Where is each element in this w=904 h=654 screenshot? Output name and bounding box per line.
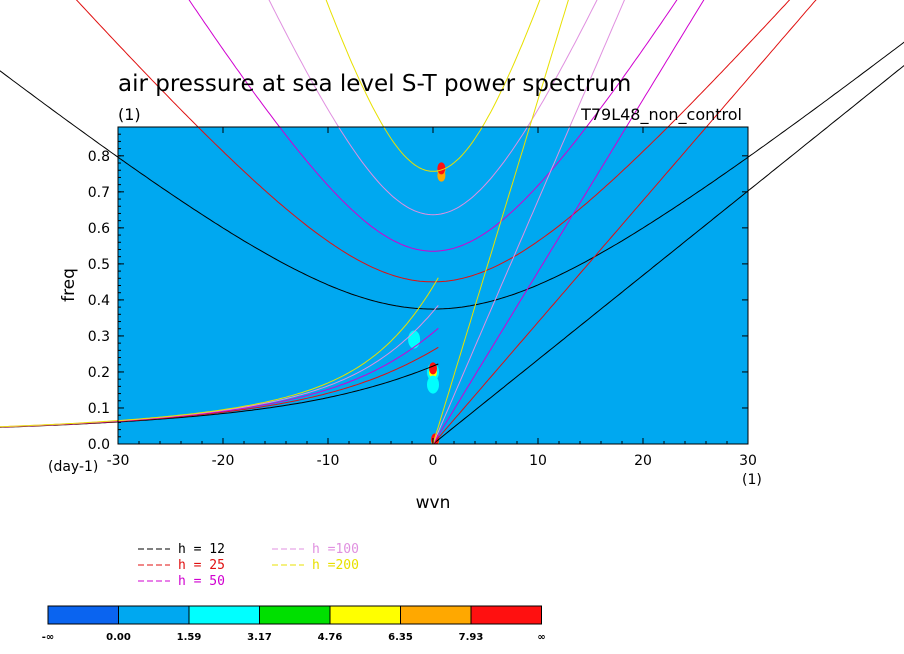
curve-ig1-h100: [268, 0, 598, 216]
chart-title: air pressure at sea level S-T power spec…: [118, 71, 631, 97]
colorbar-label: 1.59: [177, 632, 202, 643]
colorbar-label: 3.17: [247, 632, 272, 643]
power-blob-6: [427, 375, 439, 394]
legend-label-h200: h =200: [312, 558, 359, 573]
colorbar-label: -∞: [42, 632, 54, 643]
power-blob-16: [474, 128, 487, 147]
colorbar-label: 6.35: [388, 632, 413, 643]
colorbar-label: ∞: [537, 632, 545, 643]
power-blob-2: [437, 162, 446, 175]
colorbar-box-3: [259, 605, 331, 625]
colorbar: -∞ 0.00 1.59 3.17 4.76 6.35 7.93 ∞: [42, 605, 546, 643]
curve-ig1-h200: [325, 0, 541, 172]
curve-ig1-h50: [188, 0, 678, 252]
power-blob-17: [505, 326, 518, 345]
x-tick-label: 30: [739, 453, 757, 469]
y-tick-label: 0.6: [88, 221, 110, 237]
subtitle-left: (1): [118, 105, 141, 124]
y-tick-label: 0.1: [88, 401, 110, 417]
colorbar-box-0: [47, 605, 119, 625]
x-tick-label: -10: [317, 453, 340, 469]
colorbar-label: 7.93: [459, 632, 484, 643]
curve-kelvin-h25: [432, 0, 817, 444]
power-blob-20: [358, 139, 371, 158]
curve-kelvin-h100: [432, 0, 625, 444]
colorbar-box-4: [329, 605, 401, 625]
x-tick-label: 10: [529, 453, 547, 469]
x-tick-label: -20: [212, 453, 235, 469]
curve-kelvin-h12: [432, 64, 904, 444]
curve-kelvin-h200: [432, 0, 569, 444]
x-tick-label: -30: [107, 453, 130, 469]
colorbar-label: 4.76: [318, 632, 343, 643]
legend-label-h12: h = 12: [178, 542, 225, 557]
curve-mrg-h200: [0, 277, 439, 428]
dispersion-curves: [0, 0, 904, 444]
curve-ig1-h12: [0, 41, 904, 310]
x-axis-label: wvn: [416, 493, 451, 513]
power-blob-19: [332, 420, 345, 439]
x-tick-label: 20: [634, 453, 652, 469]
legend-label-h100: h =100: [312, 542, 359, 557]
y-tick-label: 0.5: [88, 257, 110, 273]
plot-area: [118, 127, 748, 444]
legend-label-h50: h = 50: [178, 574, 225, 589]
power-blob-5: [429, 362, 437, 375]
y-tick-label: 0.2: [88, 365, 110, 381]
axis-ticks: -30 -20 -10 0 10 20 30 0.0 0.1 0.2 0.3 0.4 0.5 0.6 0.7…: [88, 127, 757, 469]
y-tick-label: 0.3: [88, 329, 110, 345]
y-tick-label: 0.4: [88, 293, 110, 309]
colorbar-box-2: [188, 605, 260, 625]
power-blob-7: [408, 330, 421, 349]
colorbar-box-1: [118, 605, 190, 625]
curve-mrg-h12: [0, 363, 439, 428]
power-blob-13: [435, 269, 448, 288]
y-tick-label: 0.8: [88, 149, 110, 165]
legend-label-h25: h = 25: [178, 558, 225, 573]
colorbar-box-6: [470, 605, 542, 625]
subtitle-right: T79L48_non_control: [580, 105, 742, 125]
power-blob-12: [442, 280, 455, 299]
y-tick-label: 0.0: [88, 437, 110, 453]
colorbar-box-5: [400, 605, 472, 625]
x-unit-label: (1): [742, 472, 762, 488]
curve-ig1-h25: [75, 0, 791, 283]
x-tick-label: 0: [429, 453, 438, 469]
y-unit-label: (day-1): [48, 459, 98, 475]
curve-kelvin-h50: [432, 0, 705, 444]
y-tick-label: 0.7: [88, 185, 110, 201]
colorbar-label: 0.00: [106, 632, 131, 643]
y-axis-label: freq: [59, 268, 79, 302]
